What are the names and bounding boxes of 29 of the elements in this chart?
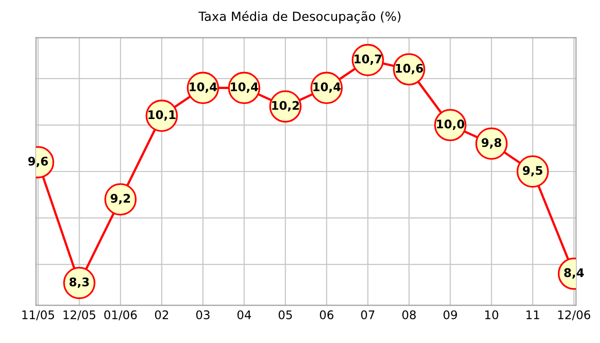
x-tick-label: 12/05 (64, 310, 96, 320)
x-tick-label: 01/06 (104, 310, 137, 320)
x-tick-label: 09 (444, 310, 457, 320)
data-label: 10,4 (190, 82, 217, 93)
x-tick-label: 03 (196, 310, 210, 320)
x-tick-label: 11 (526, 310, 540, 320)
data-label: 9,8 (482, 138, 502, 149)
x-tick-label: 04 (237, 310, 252, 320)
data-label: 8,3 (70, 277, 89, 288)
data-label: 10,4 (230, 82, 258, 93)
x-tick-label: 02 (154, 310, 168, 320)
x-tick-label: 07 (361, 310, 374, 320)
data-label: 10,0 (437, 120, 464, 130)
x-tick-label: 10 (485, 310, 498, 320)
x-tick-label: 05 (278, 310, 292, 320)
x-tick-label: 12/06 (558, 310, 590, 320)
chart-title: Taxa Média de Desocupação (%) (198, 10, 400, 24)
data-label: 9,6 (28, 156, 48, 168)
data-label: 10,6 (396, 64, 423, 74)
x-tick-label: 08 (402, 310, 416, 320)
data-label: 10,4 (313, 82, 341, 93)
data-label: 10,2 (272, 100, 299, 112)
data-label: 8,4 (564, 268, 584, 279)
data-label: 9,2 (110, 194, 130, 204)
x-tick-label: 06 (320, 310, 334, 320)
data-label: 9,5 (522, 166, 542, 176)
data-label: 10,1 (148, 110, 176, 121)
data-label: 10,7 (354, 54, 382, 65)
x-tick-label: 11/05 (22, 310, 54, 320)
